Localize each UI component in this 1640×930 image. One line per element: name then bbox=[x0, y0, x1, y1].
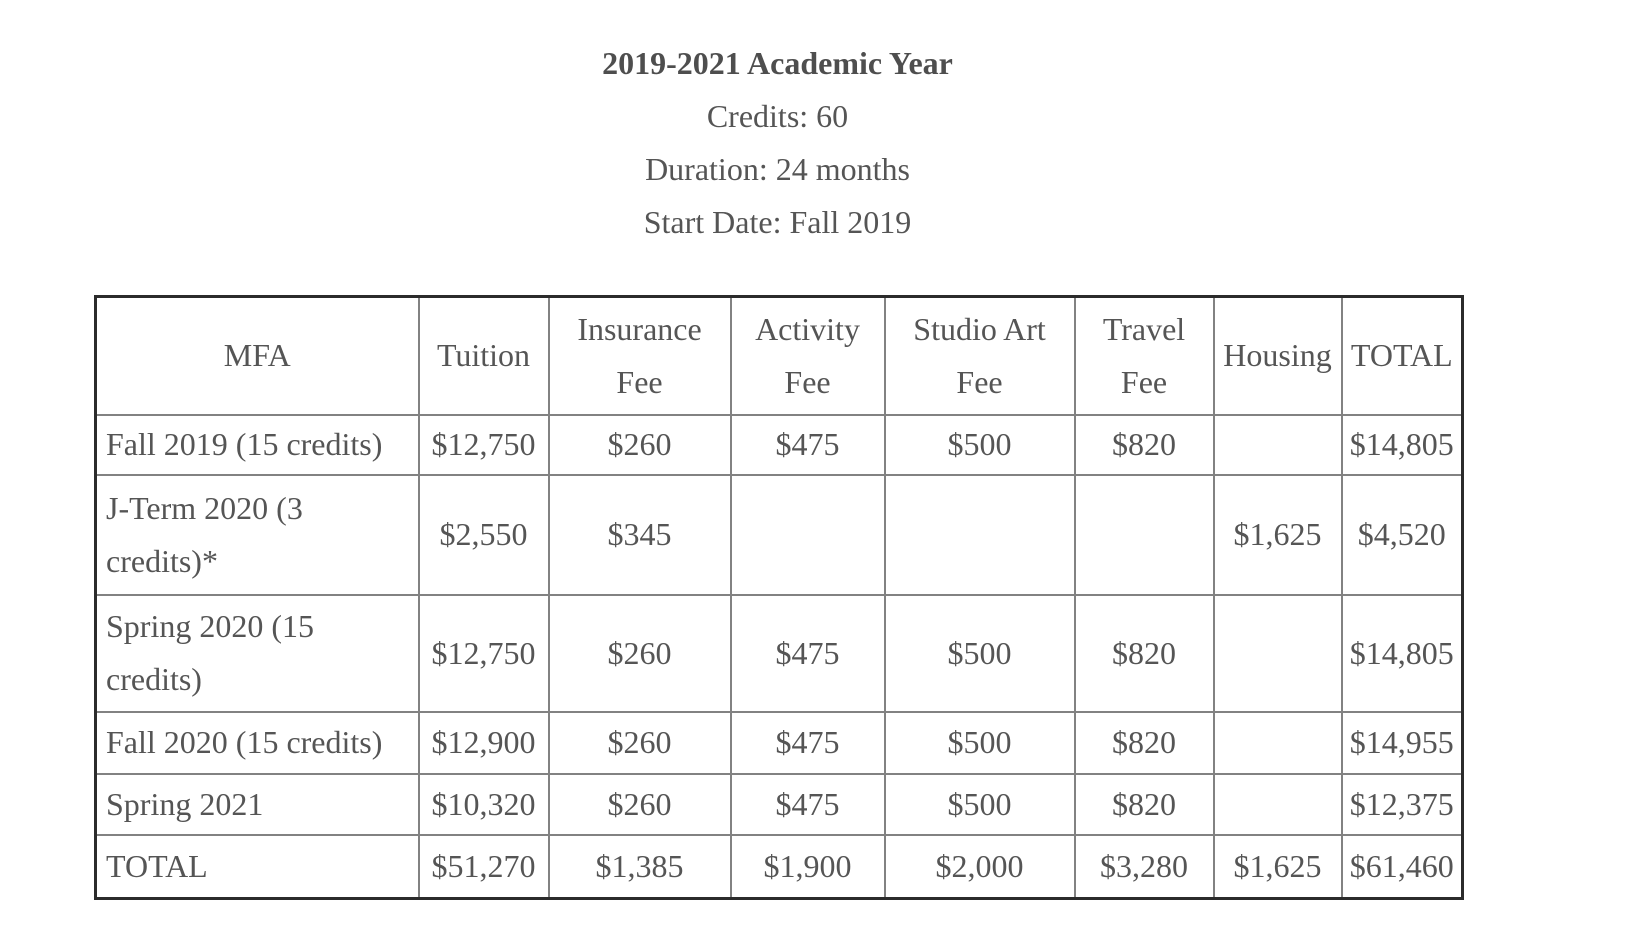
header-row: MFA Tuition Insurance Fee Activity Fee Studi… bbox=[94, 295, 1464, 416]
cost-cell: $12,750 bbox=[417, 593, 550, 713]
cost-cell: $2,550 bbox=[417, 473, 550, 596]
cost-cell: $500 bbox=[883, 710, 1076, 775]
cost-cell: $500 bbox=[883, 413, 1076, 476]
page: 2019-2021 Academic Year Credits: 60 Dura… bbox=[94, 37, 1464, 900]
cost-cell bbox=[729, 473, 886, 596]
cost-cell: $14,805 bbox=[1340, 593, 1464, 713]
table-row: Spring 2020 (15 credits) $12,750 $260 $475 $… bbox=[94, 593, 1464, 713]
row-label: J-Term 2020 (3 credits)* bbox=[94, 473, 420, 596]
cost-cell: $12,900 bbox=[417, 710, 550, 775]
cost-cell: $260 bbox=[547, 413, 732, 476]
cost-cell: $3,280 bbox=[1073, 833, 1215, 900]
cost-cell bbox=[1212, 772, 1343, 836]
cost-table: MFA Tuition Insurance Fee Activity Fee Studi… bbox=[94, 295, 1464, 900]
cost-cell: $260 bbox=[547, 710, 732, 775]
cost-cell: $1,900 bbox=[729, 833, 886, 900]
row-label: Spring 2020 (15 credits) bbox=[94, 593, 420, 713]
cost-cell: $820 bbox=[1073, 710, 1215, 775]
cost-cell: $14,955 bbox=[1340, 710, 1464, 775]
row-label: Spring 2021 bbox=[94, 772, 420, 836]
credits-line: Credits: 60 bbox=[706, 98, 849, 134]
cost-cell: $12,750 bbox=[417, 413, 550, 476]
duration-line: Duration: 24 months bbox=[645, 151, 910, 187]
table-row: J-Term 2020 (3 credits)* $2,550 $345 $1,625… bbox=[94, 473, 1464, 596]
row-label: Fall 2019 (15 credits) bbox=[94, 413, 420, 476]
cost-cell bbox=[1073, 473, 1215, 596]
column-header-insurance-fee: Insurance Fee bbox=[547, 295, 732, 416]
cost-cell: $475 bbox=[729, 413, 886, 476]
cost-cell: $4,520 bbox=[1340, 473, 1464, 596]
column-header-tuition: Tuition bbox=[417, 295, 550, 416]
cost-cell bbox=[1212, 413, 1343, 476]
cost-cell bbox=[1212, 710, 1343, 775]
cost-cell: $475 bbox=[729, 710, 886, 775]
table-row: Fall 2019 (15 credits) $12,750 $260 $475 $50… bbox=[94, 413, 1464, 476]
column-header-mfa: MFA bbox=[94, 295, 420, 416]
cost-cell: $500 bbox=[883, 593, 1076, 713]
cost-cell: $1,625 bbox=[1212, 473, 1343, 596]
cost-cell: $475 bbox=[729, 772, 886, 836]
cost-cell: $51,270 bbox=[417, 833, 550, 900]
column-header-housing: Housing bbox=[1212, 295, 1343, 416]
table-row: Spring 2021 $10,320 $260 $475 $500 $820 $12,37… bbox=[94, 772, 1464, 836]
cost-cell: $14,805 bbox=[1340, 413, 1464, 476]
column-header-studio-art-fee: Studio Art Fee bbox=[883, 295, 1076, 416]
cost-cell: $10,320 bbox=[417, 772, 550, 836]
cost-cell: $475 bbox=[729, 593, 886, 713]
cost-cell: $345 bbox=[547, 473, 732, 596]
cost-table-header: MFA Tuition Insurance Fee Activity Fee Studi… bbox=[94, 295, 1464, 416]
cost-cell: $820 bbox=[1073, 593, 1215, 713]
row-label: TOTAL bbox=[94, 833, 420, 900]
cost-cell: $2,000 bbox=[883, 833, 1076, 900]
cost-cell: $1,385 bbox=[547, 833, 732, 900]
cost-cell: $260 bbox=[547, 593, 732, 713]
cost-cell: $820 bbox=[1073, 413, 1215, 476]
cost-cell: $61,460 bbox=[1340, 833, 1464, 900]
program-summary: 2019-2021 Academic Year Credits: 60 Dura… bbox=[94, 37, 1461, 249]
academic-year-title: 2019-2021 Academic Year bbox=[602, 45, 953, 81]
column-header-total: TOTAL bbox=[1340, 295, 1464, 416]
cost-cell: $820 bbox=[1073, 772, 1215, 836]
start-date-line: Start Date: Fall 2019 bbox=[643, 204, 912, 240]
table-row: Fall 2020 (15 credits) $12,900 $260 $475 $50… bbox=[94, 710, 1464, 775]
cost-cell: $12,375 bbox=[1340, 772, 1464, 836]
column-header-activity-fee: Activity Fee bbox=[729, 295, 886, 416]
cost-cell: $260 bbox=[547, 772, 732, 836]
cost-cell: $1,625 bbox=[1212, 833, 1343, 900]
table-row: TOTAL $51,270 $1,385 $1,900 $2,000 $3,280 $1,6… bbox=[94, 833, 1464, 900]
cost-cell bbox=[1212, 593, 1343, 713]
row-label: Fall 2020 (15 credits) bbox=[94, 710, 420, 775]
cost-table-body: Fall 2019 (15 credits) $12,750 $260 $475 $50… bbox=[94, 413, 1464, 900]
cost-cell: $500 bbox=[883, 772, 1076, 836]
cost-cell bbox=[883, 473, 1076, 596]
column-header-travel-fee: Travel Fee bbox=[1073, 295, 1215, 416]
